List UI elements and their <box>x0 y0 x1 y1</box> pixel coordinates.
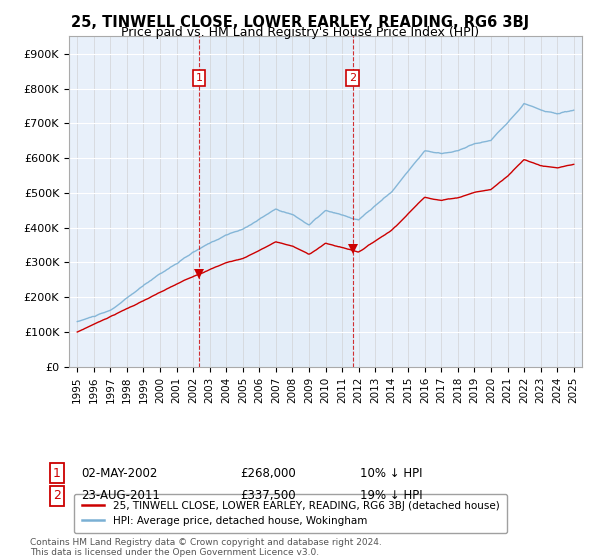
Legend: 25, TINWELL CLOSE, LOWER EARLEY, READING, RG6 3BJ (detached house), HPI: Average: 25, TINWELL CLOSE, LOWER EARLEY, READING… <box>74 493 507 533</box>
Text: 1: 1 <box>196 73 202 83</box>
Text: 1: 1 <box>53 466 61 480</box>
Text: 10% ↓ HPI: 10% ↓ HPI <box>360 466 422 480</box>
Text: 23-AUG-2011: 23-AUG-2011 <box>81 489 160 502</box>
Text: £268,000: £268,000 <box>240 466 296 480</box>
Text: Contains HM Land Registry data © Crown copyright and database right 2024.
This d: Contains HM Land Registry data © Crown c… <box>30 538 382 557</box>
Text: £337,500: £337,500 <box>240 489 296 502</box>
Text: 25, TINWELL CLOSE, LOWER EARLEY, READING, RG6 3BJ: 25, TINWELL CLOSE, LOWER EARLEY, READING… <box>71 15 529 30</box>
Text: 2: 2 <box>349 73 356 83</box>
Bar <box>199 36 353 367</box>
Text: 02-MAY-2002: 02-MAY-2002 <box>81 466 157 480</box>
Text: Price paid vs. HM Land Registry's House Price Index (HPI): Price paid vs. HM Land Registry's House … <box>121 26 479 39</box>
Text: 19% ↓ HPI: 19% ↓ HPI <box>360 489 422 502</box>
Text: 2: 2 <box>53 489 61 502</box>
